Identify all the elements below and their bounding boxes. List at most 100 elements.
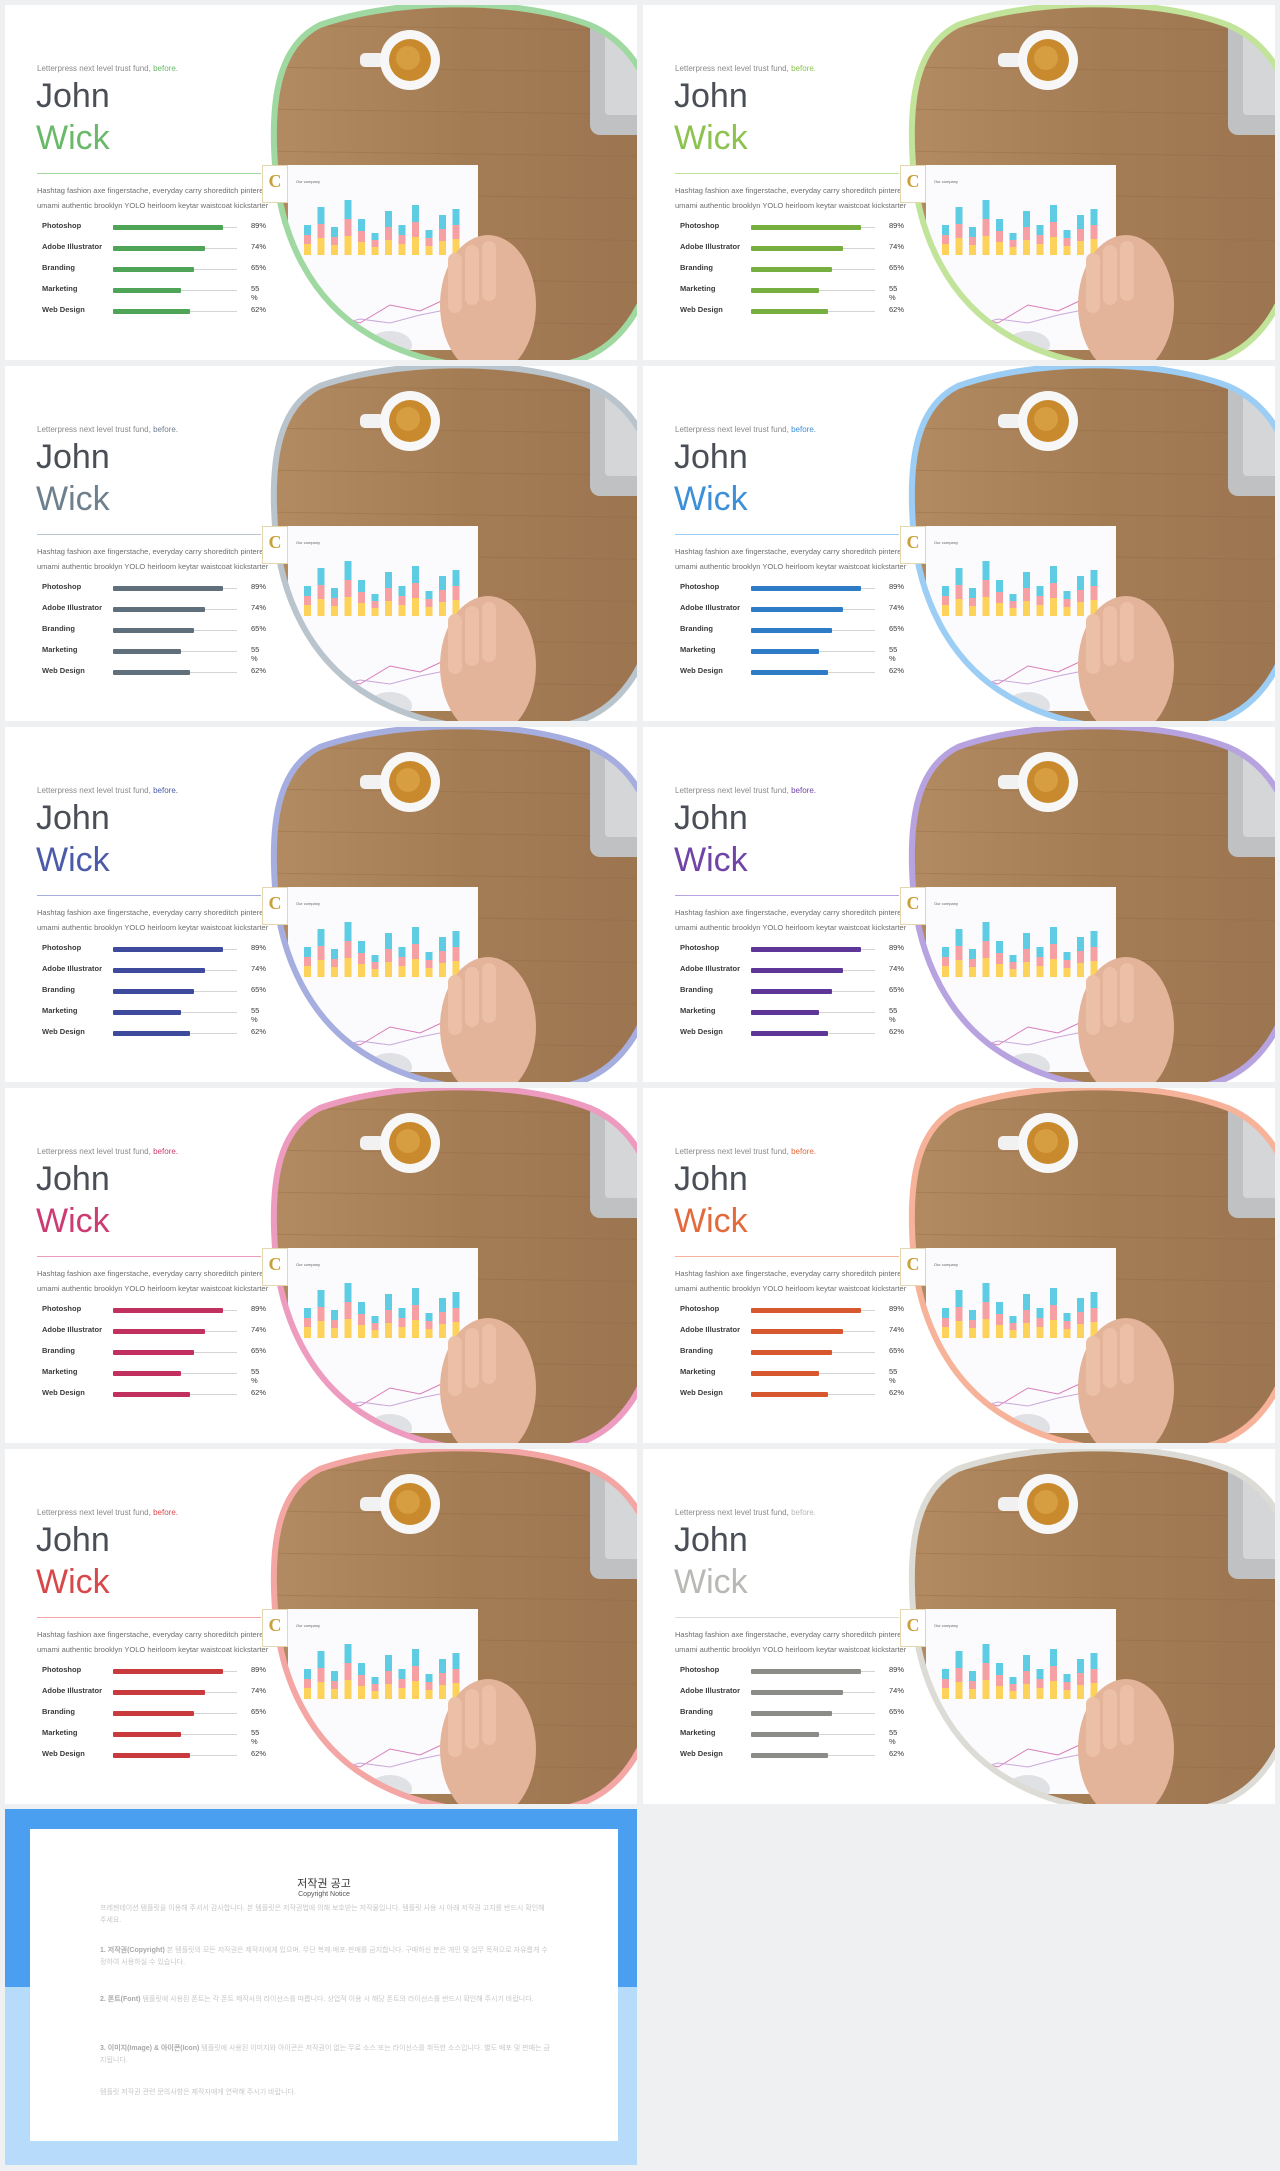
last-name: Wick [36,480,110,518]
paper-bar-pink [331,1681,338,1689]
divider [37,1256,261,1257]
paper-bar-pink [1009,1684,1017,1691]
paper-bar-pink [1036,957,1044,966]
skill-label: Branding [42,985,75,994]
skill-value: 65% [251,1707,267,1716]
paper-bar-cyan [996,580,1003,592]
description: Hashtag fashion axe fingerstache, everyd… [675,1269,908,1293]
skill-label: Photoshop [680,1665,720,1674]
skill-value: 55 % [889,284,898,302]
finger [1103,1689,1117,1749]
paper-bar-pink [344,1302,352,1319]
eyebrow-text: Letterpress next level trust fund, befor… [37,1508,178,1517]
paper-bar-yellow [452,239,460,255]
coffee-crema [1034,46,1058,70]
paper-bar-yellow [1090,1322,1098,1338]
skill-row: Marketing 55 % [37,645,277,663]
paper-bar-yellow [942,1327,949,1338]
skill-bar [113,246,205,251]
logo-box [900,165,926,203]
skill-bar [113,1669,223,1674]
paper-bar-cyan [344,200,352,219]
first-name: John [36,77,110,115]
paper-bar-cyan [412,1288,419,1305]
paper-bar-cyan [1009,594,1017,601]
finger [482,963,496,1023]
paper-bar-pink [371,1684,379,1691]
eyebrow-main: Letterpress next level trust fund, [37,64,151,73]
skill-row: Photoshop 89% [37,1665,277,1679]
skill-row: Photoshop 89% [675,582,915,596]
eyebrow-main: Letterpress next level trust fund, [37,1508,151,1517]
skill-bar [113,670,190,675]
paper-bar-pink [1077,229,1084,241]
paper-bar-cyan [969,949,976,959]
paper-bar-pink [331,598,338,606]
coffee-crema [396,1129,420,1153]
paper-bar-cyan [452,931,460,947]
paper-chart-title: Our company [296,540,320,545]
skill-label: Branding [680,1707,713,1716]
paper-chart-title: Our company [934,1262,958,1267]
paper-bar-pink [371,601,379,608]
paper-bar-yellow [398,966,406,977]
cup-handle [360,53,384,67]
skill-value: 89% [889,943,905,952]
paper-bar-yellow [385,240,392,255]
paper-bar-cyan [1009,1677,1017,1684]
skill-bar [113,989,194,994]
desk-photo-frame: Our company [270,1449,637,1804]
paper-bar-yellow [969,245,976,255]
description: Hashtag fashion axe fingerstache, everyd… [37,186,270,210]
skill-bar [751,309,828,314]
notice-paragraph-heading: 2. 폰트(Font) [100,1996,141,2003]
paper-chart-title: Our company [296,1623,320,1628]
skill-bar [751,1711,832,1716]
logo-box [262,1609,288,1647]
paper-bar-yellow [1036,1688,1044,1699]
skill-label: Web Design [680,1749,723,1758]
paper-bar-yellow [1063,1329,1071,1338]
paper-bar-cyan [1090,931,1098,947]
paper-bar-cyan [331,1310,338,1320]
skill-row: Web Design 62% [37,1027,277,1041]
paper-bar-yellow [317,238,325,255]
paper-bar-yellow [1050,1320,1057,1338]
paper-bar-cyan [317,207,325,224]
paper-bar-cyan [344,1644,352,1663]
paper-bar-yellow [1063,968,1071,977]
last-name: Wick [36,119,110,157]
description: Hashtag fashion axe fingerstache, everyd… [37,547,270,571]
skill-value: 62% [251,1388,267,1397]
brand-logo: C [900,1248,926,1286]
skill-label: Marketing [680,1367,716,1376]
paper-bar-cyan [1090,209,1098,225]
paper-bar-cyan [304,225,311,235]
paper-bar-cyan [439,215,446,229]
skill-label: Marketing [680,284,716,293]
finger [465,606,479,666]
paper-bar-yellow [1023,962,1030,977]
skill-label: Branding [42,1707,75,1716]
skill-value: 65% [889,1346,905,1355]
wood-grain [911,1594,1275,1602]
notice-title: 저작권 공고 [297,1878,351,1890]
paper-bar-yellow [982,1319,990,1338]
paper-bar-pink [942,1679,949,1688]
skill-value: 74% [251,1686,267,1695]
paper-bar-pink [317,585,325,599]
paper-bar-cyan [439,576,446,590]
paper-bar-cyan [371,1677,379,1684]
hand [440,235,536,360]
cup-handle [998,1497,1022,1511]
paper-bar-yellow [996,242,1003,255]
paper-bar-cyan [1036,1669,1044,1679]
finger [482,1685,496,1745]
skill-value: 65% [251,1346,267,1355]
hand [440,596,536,721]
paper-bar-pink [412,944,419,959]
brand-logo: C [262,1609,288,1647]
skill-value: 55 % [251,1006,260,1024]
skill-bar [751,989,832,994]
paper-bar-pink [304,1318,311,1327]
